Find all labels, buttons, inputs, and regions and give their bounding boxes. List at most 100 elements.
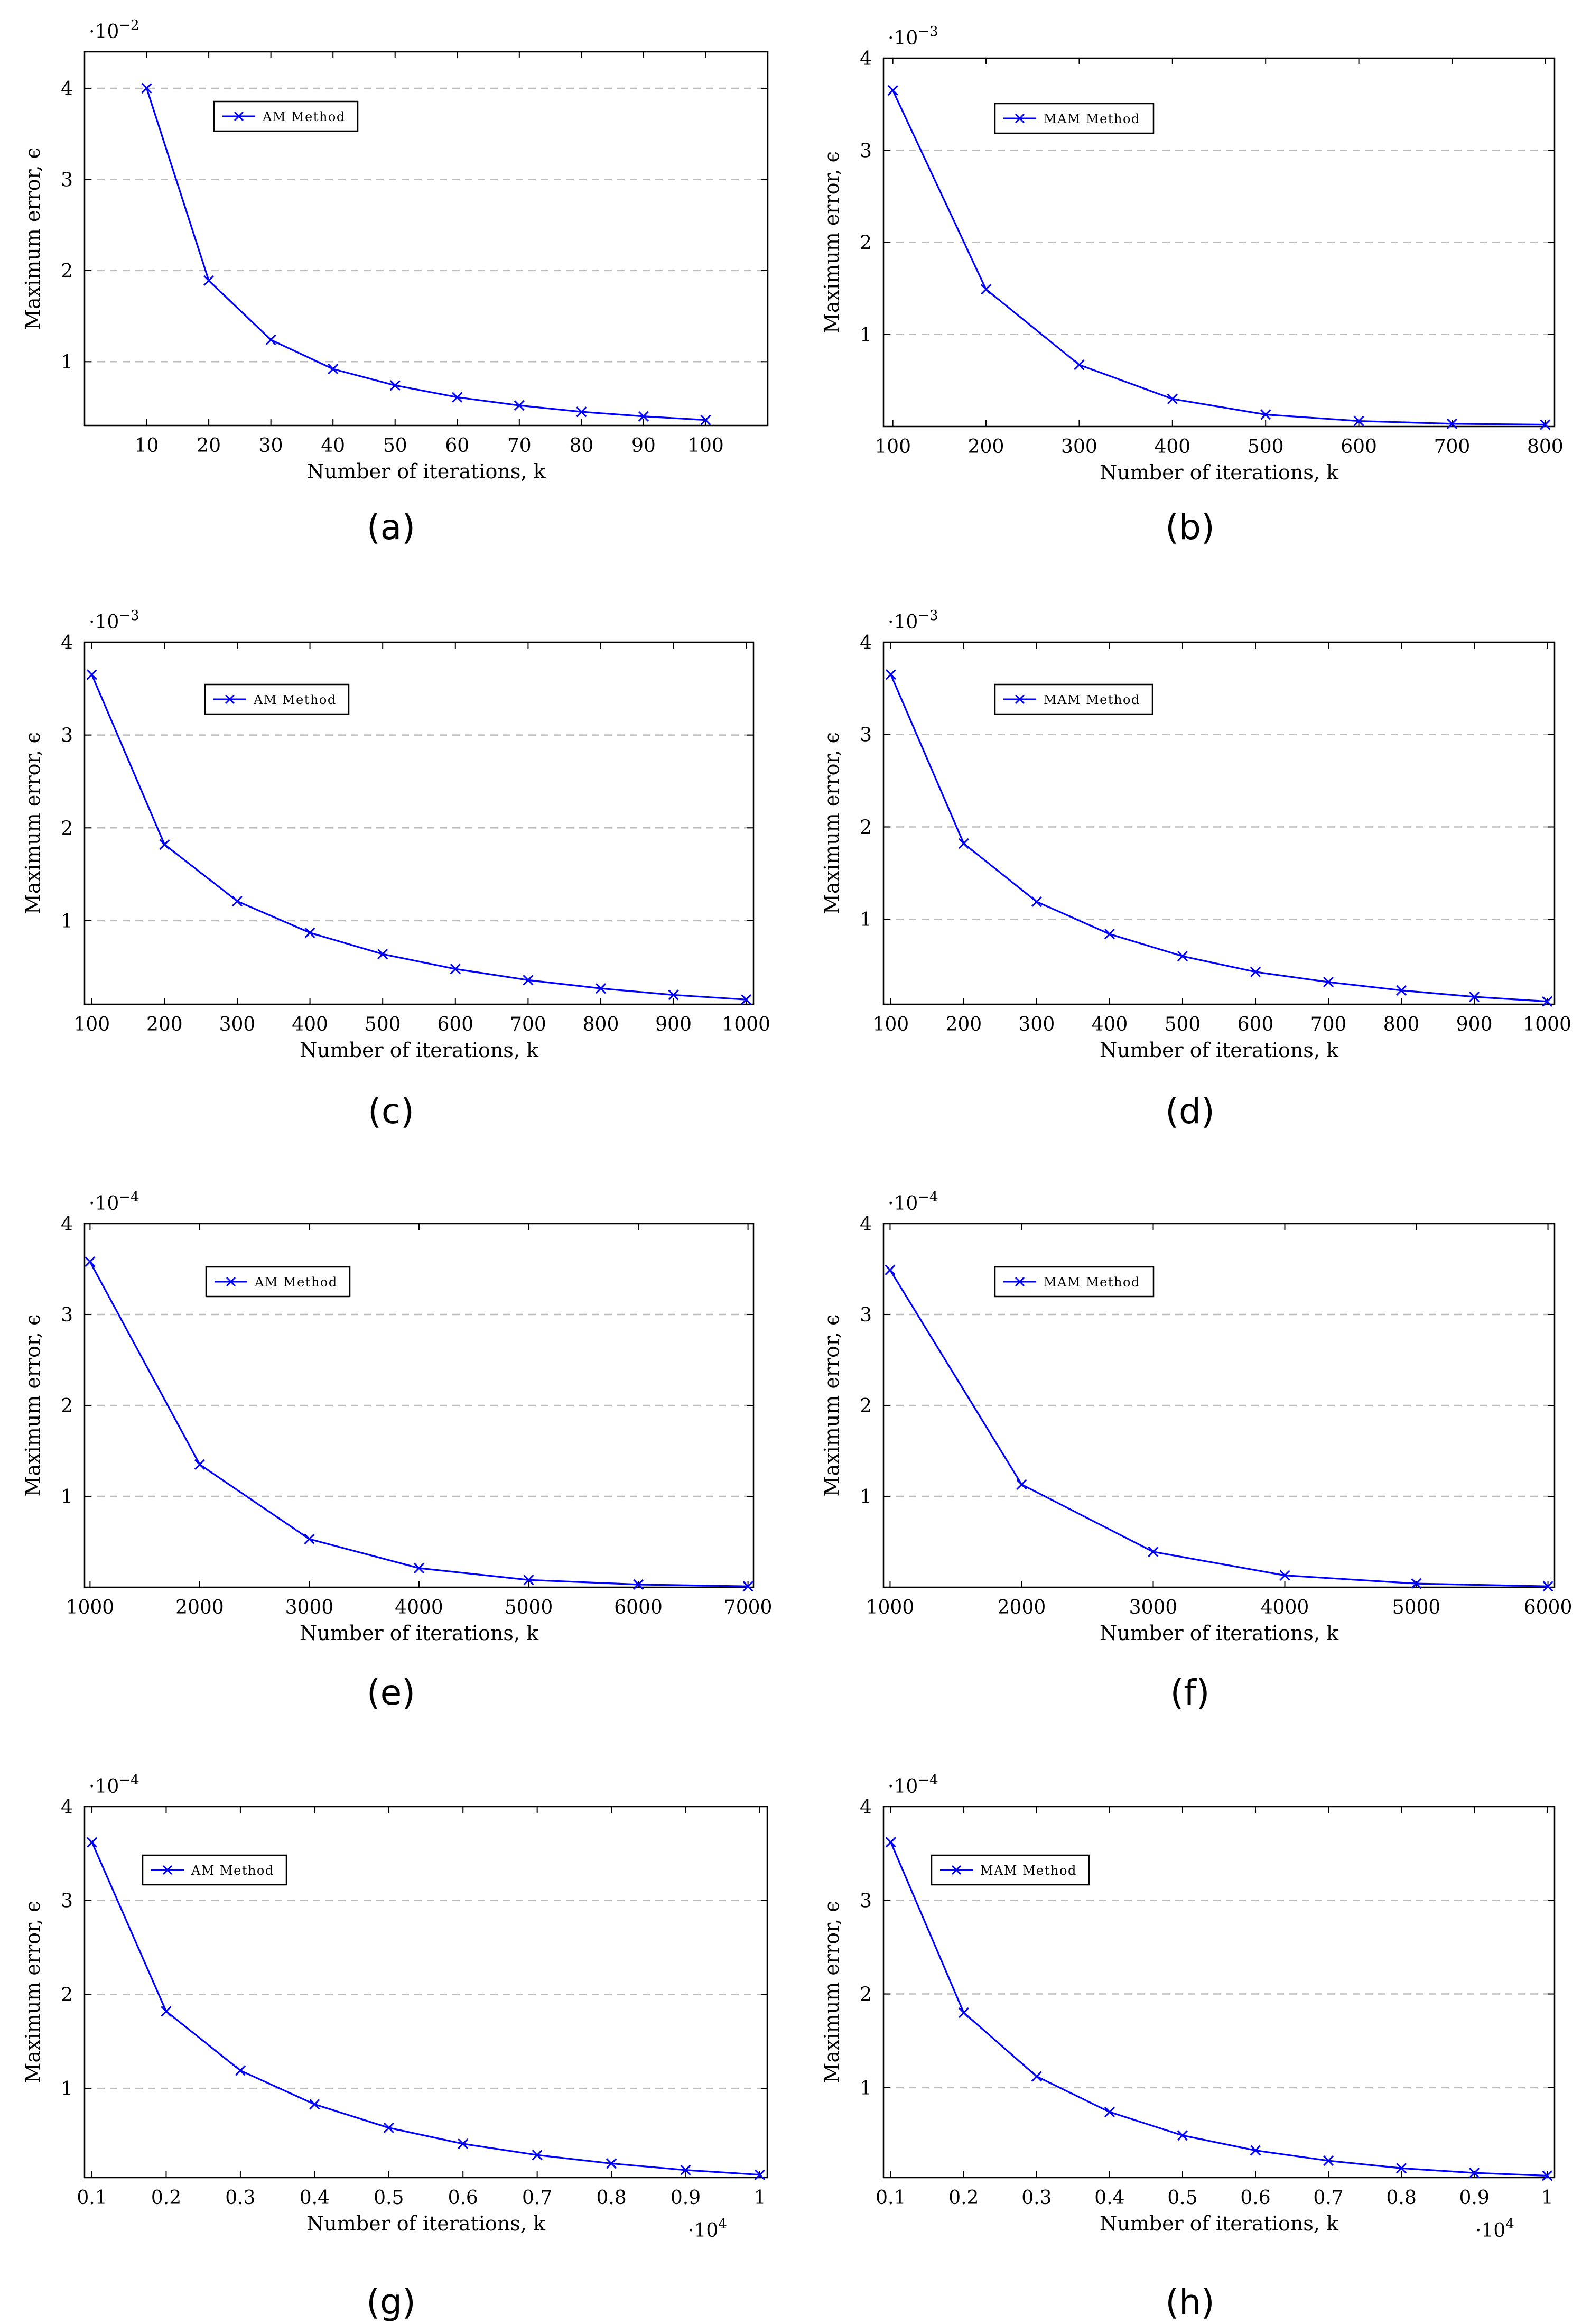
data-point bbox=[383, 2122, 394, 2133]
chart-panel-c: 100 200 300 400 500 600 700 800 900 1000 1 2 3 4 ·10−3… bbox=[21, 608, 770, 1132]
y-tick-label: 3 bbox=[860, 725, 872, 746]
x-tick-label: 0.8 bbox=[596, 2187, 626, 2209]
y-axis-label: Maximum error, ϵ bbox=[820, 1901, 843, 2084]
x-tick-label: 0.6 bbox=[1240, 2187, 1270, 2209]
y-tick-label: 4 bbox=[61, 1214, 73, 1235]
x-tick-label: 300 bbox=[219, 1014, 256, 1035]
data-point-mark bbox=[1177, 2130, 1188, 2141]
y-tick-label: 2 bbox=[61, 1395, 73, 1417]
y-axis-multiplier-base: ·10 bbox=[888, 1776, 918, 1798]
data-point bbox=[1177, 2130, 1188, 2141]
data-point bbox=[885, 1837, 896, 1848]
data-point-mark bbox=[700, 414, 711, 425]
data-point-mark bbox=[1542, 2170, 1553, 2181]
data-point bbox=[194, 1459, 205, 1470]
data-point-mark bbox=[265, 334, 276, 345]
chart-panel-e: 1000 2000 3000 4000 5000 6000 7000 1 2 3 4 ·10−4 Num… bbox=[21, 1189, 772, 1713]
data-point bbox=[576, 406, 587, 418]
x-tick-label: 0.4 bbox=[300, 2187, 330, 2209]
x-tick-label: 10 bbox=[135, 435, 159, 457]
data-point bbox=[304, 927, 315, 938]
data-point bbox=[161, 2006, 172, 2017]
panel-label: (h) bbox=[1165, 2282, 1214, 2322]
panel-label: (a) bbox=[367, 507, 415, 548]
data-point-mark bbox=[383, 2122, 394, 2133]
data-point-mark bbox=[1148, 1546, 1159, 1557]
x-axis-multiplier-power: 4 bbox=[1505, 2216, 1514, 2232]
panel-label: (g) bbox=[366, 2282, 415, 2322]
x-tick-label: 4000 bbox=[395, 1597, 443, 1618]
data-point bbox=[668, 989, 679, 1001]
data-point-mark bbox=[328, 364, 339, 375]
x-tick-label: 100 bbox=[687, 435, 724, 457]
x-tick-label: 0.2 bbox=[948, 2187, 979, 2209]
y-tick-label: 4 bbox=[61, 632, 73, 654]
x-tick-label: 0.1 bbox=[77, 2187, 107, 2209]
data-point bbox=[885, 1264, 896, 1275]
x-tick-label: 100 bbox=[73, 1014, 110, 1035]
x-tick-label: 300 bbox=[1019, 1014, 1055, 1035]
plot-frame bbox=[83, 641, 755, 1005]
plot-frame bbox=[83, 51, 769, 427]
data-point bbox=[1353, 415, 1364, 427]
x-tick-label: 600 bbox=[1238, 1014, 1274, 1035]
y-tick-label: 2 bbox=[860, 1395, 872, 1417]
x-tick-label: 800 bbox=[583, 1014, 619, 1035]
data-point-mark bbox=[235, 2065, 246, 2076]
legend: AM Method bbox=[142, 1854, 287, 1886]
x-tick-label: 0.6 bbox=[448, 2187, 478, 2209]
y-axis-multiplier: ·10−4 bbox=[888, 1772, 938, 1798]
y-tick-label: 3 bbox=[61, 1304, 73, 1326]
x-axis-multiplier-base: ·10 bbox=[1475, 2220, 1505, 2242]
data-point bbox=[1260, 409, 1271, 420]
x-tick-label: 1000 bbox=[66, 1597, 115, 1618]
x-tick-label: 70 bbox=[507, 435, 532, 457]
data-point-mark bbox=[885, 1837, 896, 1848]
data-point-mark bbox=[450, 964, 461, 975]
legend-label: MAM Method bbox=[1044, 692, 1140, 707]
x-tick-label: 3000 bbox=[1129, 1597, 1178, 1618]
chart-panel-b: 100 200 300 400 500 600 700 800 1 2 3 4 ·10−3 Number … bbox=[820, 24, 1564, 548]
legend: MAM Method bbox=[994, 103, 1155, 134]
x-tick-label: 400 bbox=[1092, 1014, 1128, 1035]
data-point bbox=[1540, 419, 1551, 430]
data-point-mark bbox=[1446, 418, 1458, 429]
chart-panel-h: 0.1 0.2 0.3 0.4 0.5 0.6 0.7 0.8 0.9 11234·10−4·10… bbox=[820, 1772, 1556, 2322]
chart-panel-d: 100 200 300 400 500 600 700 800 900 1000 1 2 3 4 ·10−3… bbox=[820, 608, 1571, 1132]
x-tick-label: 1000 bbox=[722, 1014, 770, 1035]
x-tick-label: 600 bbox=[437, 1014, 473, 1035]
y-tick-label: 2 bbox=[860, 1984, 872, 2006]
data-point-mark bbox=[194, 1459, 205, 1470]
legend: MAM Method bbox=[994, 1266, 1155, 1298]
x-tick-label: 500 bbox=[1248, 436, 1284, 458]
data-point bbox=[742, 1581, 753, 1592]
y-axis-multiplier-base: ·10 bbox=[888, 27, 918, 49]
y-tick-label: 1 bbox=[61, 1486, 73, 1508]
data-point bbox=[1250, 2145, 1261, 2156]
x-axis-label: Number of iterations, k bbox=[1100, 1622, 1339, 1645]
legend: MAM Method bbox=[994, 683, 1153, 715]
data-point bbox=[1279, 1570, 1290, 1581]
data-point-mark bbox=[1016, 1479, 1027, 1490]
data-point bbox=[86, 669, 97, 680]
y-tick-label: 3 bbox=[61, 1891, 73, 1912]
data-point-mark bbox=[514, 400, 525, 411]
data-point bbox=[700, 414, 711, 425]
data-point bbox=[1396, 2163, 1407, 2174]
chart-panel-f: 1000 2000 3000 4000 5000 6000 1 2 3 4 ·10−4 Number … bbox=[820, 1189, 1572, 1713]
data-point-mark bbox=[86, 1837, 98, 1848]
x-tick-label: 4000 bbox=[1261, 1597, 1309, 1618]
x-tick-label: 0.5 bbox=[374, 2187, 404, 2209]
data-point-mark bbox=[1260, 409, 1271, 420]
data-point bbox=[1411, 1578, 1422, 1589]
data-point bbox=[1469, 991, 1480, 1003]
plot-frame bbox=[882, 641, 1556, 1005]
legend: MAM Method bbox=[931, 1854, 1090, 1886]
x-tick-label: 1 bbox=[754, 2187, 766, 2209]
y-axis-multiplier: ·10−4 bbox=[888, 1189, 938, 1215]
x-tick-label: 100 bbox=[874, 436, 911, 458]
y-tick-label: 2 bbox=[61, 261, 73, 282]
data-point-mark bbox=[1469, 991, 1480, 1003]
y-axis-label: Maximum error, ϵ bbox=[820, 151, 843, 334]
y-axis-multiplier-power: −4 bbox=[119, 1189, 139, 1205]
